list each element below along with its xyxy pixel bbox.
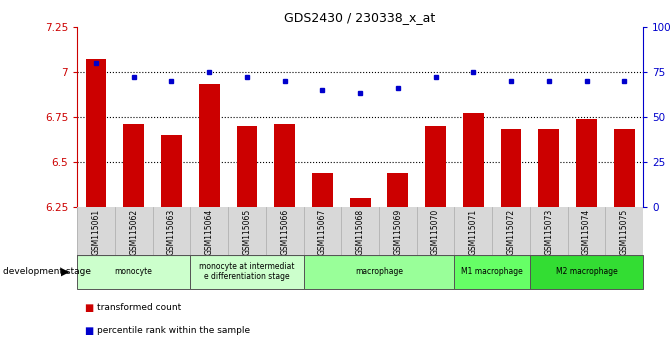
Text: macrophage: macrophage [355,267,403,276]
Bar [237,126,257,207]
Bar [274,124,295,207]
Bar [614,130,634,207]
Text: GSM115075: GSM115075 [620,209,629,255]
Bar [500,130,521,207]
Text: percentile rank within the sample: percentile rank within the sample [97,326,251,336]
Text: development stage: development stage [3,267,91,276]
Bar [530,255,643,289]
Text: GSM115064: GSM115064 [204,209,214,255]
Text: GSM115069: GSM115069 [393,209,403,255]
Title: GDS2430 / 230338_x_at: GDS2430 / 230338_x_at [285,11,436,24]
Bar [312,173,333,207]
Text: M2 macrophage: M2 macrophage [555,267,618,276]
Bar [539,130,559,207]
Text: M1 macrophage: M1 macrophage [462,267,523,276]
Bar [387,173,408,207]
Text: GSM115073: GSM115073 [544,209,553,255]
Bar [350,198,371,207]
Text: GSM115068: GSM115068 [356,209,364,255]
Bar [576,119,597,207]
Text: ■: ■ [84,303,93,313]
Bar [304,255,454,289]
Text: GSM115070: GSM115070 [431,209,440,255]
Text: ■: ■ [84,326,93,336]
Text: GSM115062: GSM115062 [129,209,138,255]
Text: GSM115061: GSM115061 [91,209,100,255]
Text: monocyte: monocyte [115,267,153,276]
Text: GSM115072: GSM115072 [507,209,516,255]
Bar [77,255,190,289]
Text: GSM115063: GSM115063 [167,209,176,255]
Text: GSM115071: GSM115071 [469,209,478,255]
Bar [161,135,182,207]
Text: GSM115066: GSM115066 [280,209,289,255]
Text: ▶: ▶ [60,267,69,276]
Bar [454,255,530,289]
Bar [86,59,107,207]
Bar [190,255,304,289]
Bar [199,84,220,207]
Bar [425,126,446,207]
Text: GSM115067: GSM115067 [318,209,327,255]
Bar [463,113,484,207]
Text: GSM115065: GSM115065 [243,209,251,255]
Text: GSM115074: GSM115074 [582,209,591,255]
Bar [123,124,144,207]
Text: transformed count: transformed count [97,303,182,313]
Text: monocyte at intermediat
e differentiation stage: monocyte at intermediat e differentiatio… [199,262,295,281]
